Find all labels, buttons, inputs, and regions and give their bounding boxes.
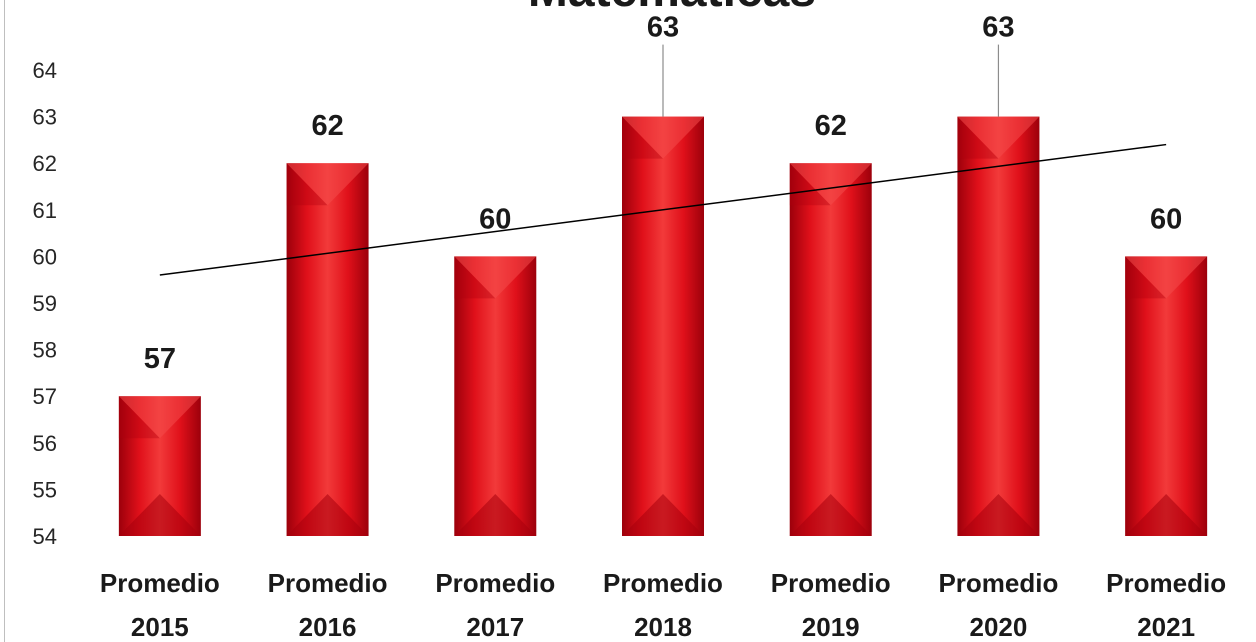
bar-2020 — [957, 116, 1040, 536]
bar-body — [454, 256, 537, 536]
bar-left-facet — [454, 256, 496, 299]
y-tick-label: 60 — [33, 244, 57, 269]
bar-left-facet — [118, 396, 160, 439]
bar-2016 — [286, 163, 369, 536]
x-category-label-line1: Promedio — [1106, 568, 1226, 598]
x-category-label-line1: Promedio — [938, 568, 1058, 598]
bar-bottom-facet — [286, 494, 369, 536]
bar-left-facet — [286, 163, 328, 206]
data-label: 60 — [479, 203, 511, 235]
x-category-label-line1: Promedio — [268, 568, 388, 598]
bar-2021 — [1125, 256, 1208, 536]
bar-left-facet — [622, 116, 663, 159]
y-tick-label: 54 — [33, 524, 57, 549]
x-category-label-line1: Promedio — [771, 568, 891, 598]
x-category-label-line2: 2021 — [1137, 612, 1195, 642]
x-category-label-line2: 2020 — [970, 612, 1028, 642]
chart-title: Matemáticas — [528, 0, 816, 17]
data-label: 63 — [647, 12, 679, 44]
bar-left-facet — [957, 116, 999, 159]
bar-bottom-facet — [789, 494, 872, 536]
y-tick-label: 62 — [33, 151, 57, 176]
bar-top-facet — [957, 116, 1040, 159]
bar-bottom-facet — [622, 494, 704, 536]
y-tick-label: 63 — [33, 105, 57, 130]
x-category-label-line2: 2015 — [131, 612, 189, 642]
bar-bottom-facet — [957, 494, 1040, 536]
y-tick-label: 57 — [33, 384, 57, 409]
bar-body — [789, 163, 872, 536]
x-category-label-line1: Promedio — [603, 568, 723, 598]
data-label: 63 — [982, 12, 1014, 44]
data-label: 60 — [1150, 203, 1182, 235]
bar-body — [1125, 256, 1208, 536]
x-category-label-line1: Promedio — [435, 568, 555, 598]
y-tick-label: 56 — [33, 431, 57, 456]
bar-2017 — [454, 256, 537, 536]
bar-bottom-facet — [118, 494, 201, 536]
bar-body — [286, 163, 369, 536]
data-label: 57 — [144, 343, 176, 375]
page-left-border — [4, 0, 5, 642]
y-tick-label: 61 — [33, 198, 57, 223]
bar-bottom-facet — [454, 494, 537, 536]
y-tick-label: 59 — [33, 291, 57, 316]
bar-2019 — [789, 163, 872, 536]
bar-2015 — [118, 396, 201, 536]
y-tick-label: 64 — [33, 58, 57, 83]
bar-top-facet — [789, 163, 872, 206]
x-category-label-line2: 2019 — [802, 612, 860, 642]
y-tick-label: 55 — [33, 477, 57, 502]
bar-bottom-facet — [1125, 494, 1208, 536]
bar-top-facet — [118, 396, 201, 439]
bar-top-facet — [1125, 256, 1208, 299]
bar-top-facet — [286, 163, 369, 206]
x-category-label-line1: Promedio — [100, 568, 220, 598]
bar-top-facet — [622, 116, 704, 159]
data-label: 62 — [815, 110, 847, 142]
bar-body — [622, 116, 704, 536]
bar-body — [957, 116, 1040, 536]
trendline — [159, 143, 1167, 276]
bar-2018 — [622, 116, 704, 536]
x-category-label-line2: 2017 — [466, 612, 524, 642]
x-category-label-line2: 2016 — [299, 612, 357, 642]
data-label: 62 — [311, 110, 343, 142]
x-category-label-line2: 2018 — [634, 612, 692, 642]
y-tick-label: 58 — [33, 338, 57, 363]
bar-top-facet — [454, 256, 537, 299]
bar-left-facet — [789, 163, 831, 206]
bar-left-facet — [1125, 256, 1167, 299]
